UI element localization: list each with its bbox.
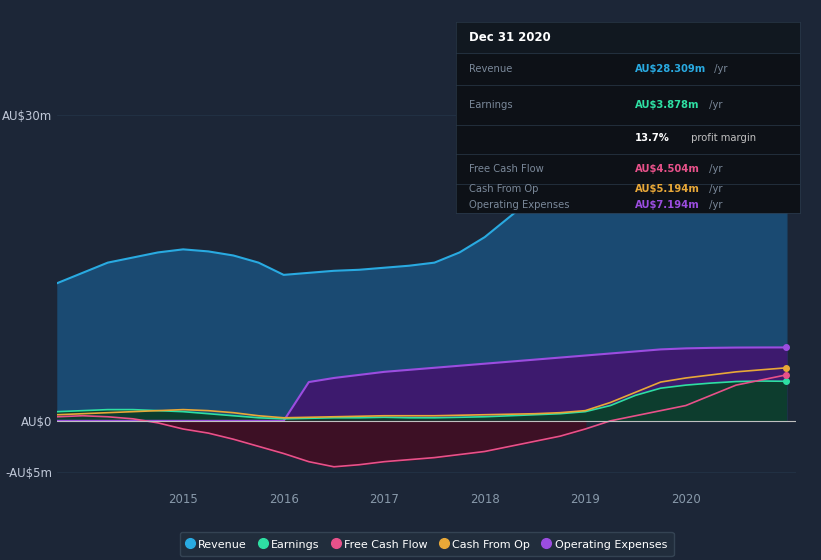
Text: Operating Expenses: Operating Expenses xyxy=(470,200,570,210)
Text: profit margin: profit margin xyxy=(689,133,756,143)
Text: /yr: /yr xyxy=(706,184,722,194)
Text: AU$7.194m: AU$7.194m xyxy=(635,200,699,210)
Text: /yr: /yr xyxy=(706,100,722,110)
Text: AU$5.194m: AU$5.194m xyxy=(635,184,699,194)
Text: /yr: /yr xyxy=(711,64,727,74)
Text: Dec 31 2020: Dec 31 2020 xyxy=(470,31,551,44)
Text: /yr: /yr xyxy=(706,164,722,174)
Text: Cash From Op: Cash From Op xyxy=(470,184,539,194)
Text: Revenue: Revenue xyxy=(470,64,513,74)
Text: AU$28.309m: AU$28.309m xyxy=(635,64,706,74)
Text: 13.7%: 13.7% xyxy=(635,133,670,143)
Text: Earnings: Earnings xyxy=(470,100,513,110)
Legend: Revenue, Earnings, Free Cash Flow, Cash From Op, Operating Expenses: Revenue, Earnings, Free Cash Flow, Cash … xyxy=(181,532,673,556)
Text: AU$4.504m: AU$4.504m xyxy=(635,164,699,174)
Text: Free Cash Flow: Free Cash Flow xyxy=(470,164,544,174)
Text: AU$3.878m: AU$3.878m xyxy=(635,100,699,110)
Bar xyxy=(456,22,800,53)
Text: /yr: /yr xyxy=(706,200,722,210)
